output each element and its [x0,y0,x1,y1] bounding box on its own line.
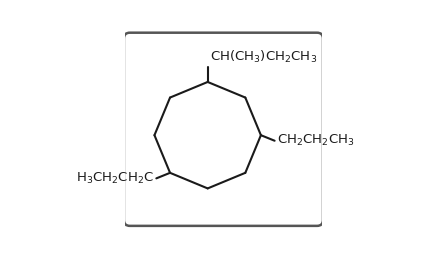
Text: H$_3$CH$_2$CH$_2$C: H$_3$CH$_2$CH$_2$C [76,171,154,186]
FancyBboxPatch shape [124,33,323,226]
Text: CH(CH$_3$)CH$_2$CH$_3$: CH(CH$_3$)CH$_2$CH$_3$ [210,49,317,65]
Text: CH$_2$CH$_2$CH$_3$: CH$_2$CH$_2$CH$_3$ [276,133,354,148]
